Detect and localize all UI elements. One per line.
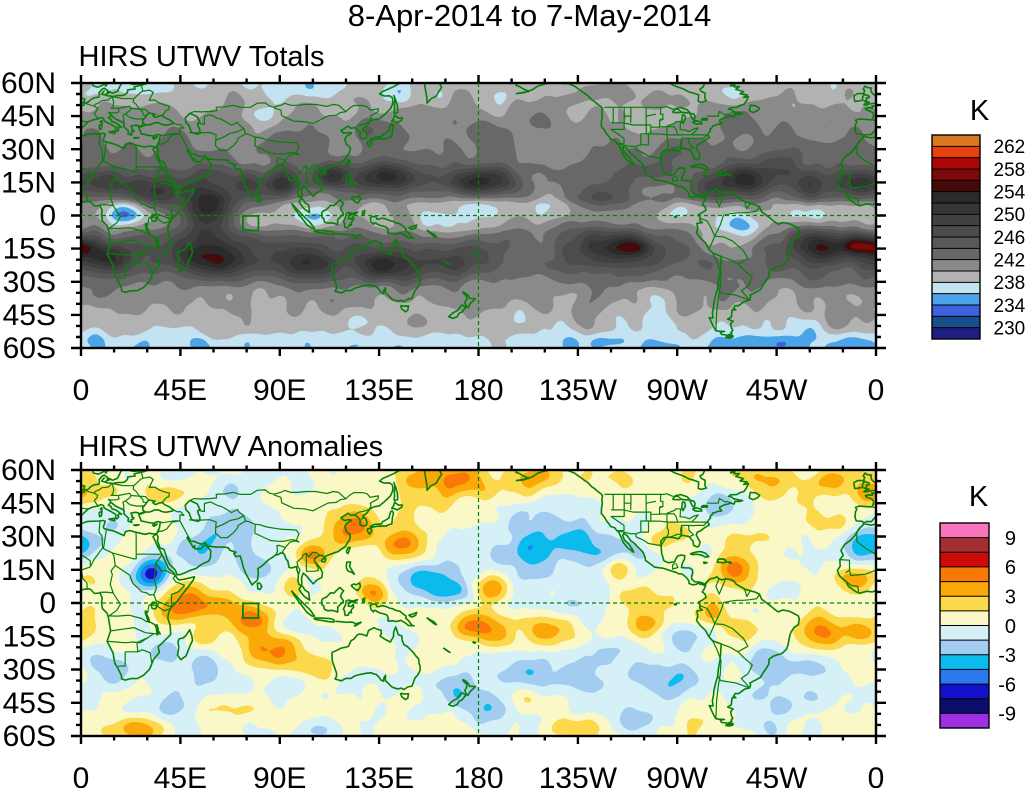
svg-text:45W: 45W <box>746 762 808 788</box>
svg-text:0: 0 <box>73 374 90 407</box>
svg-text:K: K <box>970 95 990 127</box>
svg-text:135E: 135E <box>344 762 414 788</box>
svg-text:258: 258 <box>994 160 1026 181</box>
svg-text:90E: 90E <box>253 762 306 788</box>
svg-text:60S: 60S <box>3 720 56 753</box>
svg-text:30N: 30N <box>1 133 56 166</box>
svg-text:254: 254 <box>994 183 1026 204</box>
svg-text:60N: 60N <box>1 67 56 100</box>
svg-text:45S: 45S <box>3 687 56 720</box>
svg-text:-6: -6 <box>998 674 1016 696</box>
svg-text:15S: 15S <box>3 233 56 266</box>
svg-text:45N: 45N <box>1 487 56 520</box>
svg-text:45S: 45S <box>3 299 56 332</box>
svg-text:135W: 135W <box>539 374 618 407</box>
svg-text:0: 0 <box>73 762 90 788</box>
svg-text:230: 230 <box>994 319 1026 340</box>
svg-text:3: 3 <box>1005 587 1016 609</box>
svg-text:234: 234 <box>994 296 1026 317</box>
svg-text:180: 180 <box>453 762 503 788</box>
svg-text:9: 9 <box>1005 528 1016 550</box>
svg-text:238: 238 <box>994 273 1026 294</box>
svg-text:0: 0 <box>39 587 56 620</box>
svg-text:246: 246 <box>994 228 1026 249</box>
svg-text:45E: 45E <box>154 374 207 407</box>
svg-text:30S: 30S <box>3 654 56 687</box>
svg-text:60N: 60N <box>1 454 56 487</box>
svg-text:0: 0 <box>1005 616 1016 638</box>
svg-text:45N: 45N <box>1 100 56 133</box>
svg-text:0: 0 <box>868 374 885 407</box>
svg-text:30S: 30S <box>3 266 56 299</box>
svg-text:K: K <box>969 481 989 513</box>
svg-text:262: 262 <box>994 137 1026 158</box>
svg-text:0: 0 <box>868 762 885 788</box>
svg-text:-3: -3 <box>998 645 1016 667</box>
svg-text:HIRS UTWV Anomalies: HIRS UTWV Anomalies <box>79 431 384 463</box>
svg-text:15N: 15N <box>1 554 56 587</box>
svg-text:15N: 15N <box>1 166 56 199</box>
svg-text:HIRS UTWV Totals: HIRS UTWV Totals <box>79 41 325 73</box>
svg-text:135W: 135W <box>539 762 618 788</box>
svg-text:8-Apr-2014 to 7-May-2014: 8-Apr-2014 to 7-May-2014 <box>348 0 712 33</box>
svg-text:90W: 90W <box>646 762 708 788</box>
svg-text:45E: 45E <box>154 762 207 788</box>
svg-text:60S: 60S <box>3 332 56 365</box>
svg-text:90E: 90E <box>253 374 306 407</box>
svg-text:-9: -9 <box>998 704 1016 726</box>
svg-text:45W: 45W <box>746 374 808 407</box>
svg-text:30N: 30N <box>1 521 56 554</box>
svg-text:250: 250 <box>994 205 1026 226</box>
svg-text:135E: 135E <box>344 374 414 407</box>
svg-text:242: 242 <box>994 251 1026 272</box>
svg-text:90W: 90W <box>646 374 708 407</box>
svg-text:15S: 15S <box>3 620 56 653</box>
svg-text:6: 6 <box>1005 557 1016 579</box>
svg-text:0: 0 <box>39 200 56 233</box>
svg-text:180: 180 <box>453 374 503 407</box>
